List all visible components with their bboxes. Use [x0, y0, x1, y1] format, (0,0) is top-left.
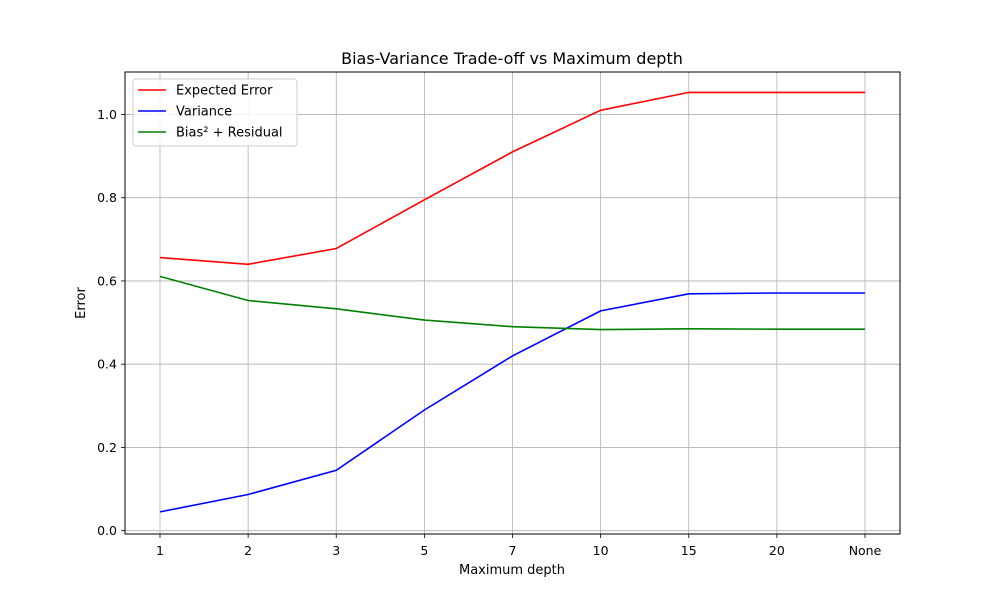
series-lines	[159, 91, 865, 513]
legend: Expected Error Variance Bias² + Residual	[132, 78, 298, 147]
x-tick-label: 20	[769, 543, 785, 558]
y-tick-label: 0.8	[97, 190, 117, 205]
x-tick-label: 10	[593, 543, 609, 558]
x-tick-label: 2	[244, 543, 252, 558]
y-tick-label: 0.4	[97, 357, 117, 372]
y-tick-label: 0.6	[97, 273, 117, 288]
y-tick-label: 1.0	[97, 107, 117, 122]
x-tick-label: 15	[681, 543, 697, 558]
legend-entry: Bias² + Residual	[176, 126, 283, 141]
x-tick-label: 3	[332, 543, 340, 558]
y-tick-label: 0.2	[97, 440, 117, 455]
legend-entry: Expected Error	[176, 84, 273, 99]
x-axis-ticks: 1 2 3 5 7 10 15 20 None	[156, 534, 882, 558]
series-line-2	[159, 275, 865, 331]
grid	[125, 72, 900, 534]
chart-title: Bias-Variance Trade-off vs Maximum depth	[341, 49, 683, 68]
x-tick-label: 7	[509, 543, 517, 558]
y-axis-label: Error	[74, 287, 89, 319]
series-line-1	[159, 292, 865, 513]
x-tick-label: 1	[156, 543, 164, 558]
x-tick-label: None	[849, 543, 882, 558]
x-tick-label: 5	[420, 543, 428, 558]
legend-entry: Variance	[176, 105, 232, 120]
y-axis-ticks: 0.0 0.2 0.4 0.6 0.8 1.0	[97, 107, 125, 538]
legend-box	[132, 78, 298, 147]
x-axis-label: Maximum depth	[459, 563, 565, 578]
y-tick-label: 0.0	[97, 523, 117, 538]
series-line-0	[159, 91, 865, 266]
